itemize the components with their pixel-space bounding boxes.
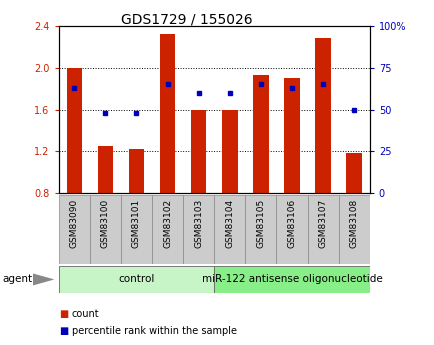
Bar bbox=[315, 38, 330, 193]
Bar bbox=[345, 154, 361, 193]
Bar bbox=[338, 195, 369, 264]
Bar bbox=[253, 75, 268, 193]
Text: GSM83103: GSM83103 bbox=[194, 198, 203, 248]
Bar bbox=[221, 109, 237, 193]
Bar bbox=[214, 266, 369, 293]
Text: GSM83102: GSM83102 bbox=[163, 198, 172, 247]
Bar bbox=[307, 195, 338, 264]
Bar bbox=[128, 149, 144, 193]
Text: GSM83101: GSM83101 bbox=[132, 198, 141, 248]
Text: GSM83108: GSM83108 bbox=[349, 198, 358, 248]
Bar bbox=[245, 195, 276, 264]
Bar bbox=[276, 195, 307, 264]
Bar bbox=[66, 68, 82, 193]
Text: miR-122 antisense oligonucleotide: miR-122 antisense oligonucleotide bbox=[201, 275, 381, 284]
Text: GSM83104: GSM83104 bbox=[225, 198, 234, 247]
Bar bbox=[283, 78, 299, 193]
Text: agent: agent bbox=[2, 275, 32, 284]
Text: percentile rank within the sample: percentile rank within the sample bbox=[72, 326, 236, 336]
Text: GSM83106: GSM83106 bbox=[287, 198, 296, 248]
Bar bbox=[97, 146, 113, 193]
Bar bbox=[121, 195, 152, 264]
Text: ■: ■ bbox=[59, 309, 68, 319]
Bar bbox=[59, 195, 90, 264]
Bar bbox=[152, 195, 183, 264]
Polygon shape bbox=[33, 273, 54, 286]
Text: GSM83107: GSM83107 bbox=[318, 198, 327, 248]
Text: GDS1729 / 155026: GDS1729 / 155026 bbox=[121, 12, 252, 26]
Text: GSM83105: GSM83105 bbox=[256, 198, 265, 248]
Text: GSM83090: GSM83090 bbox=[69, 198, 79, 248]
Text: count: count bbox=[72, 309, 99, 319]
Bar bbox=[214, 195, 245, 264]
Bar bbox=[159, 34, 175, 193]
Bar bbox=[191, 109, 206, 193]
Bar bbox=[183, 195, 214, 264]
Text: GSM83100: GSM83100 bbox=[101, 198, 110, 248]
Bar bbox=[90, 195, 121, 264]
Text: control: control bbox=[118, 275, 155, 284]
Text: ■: ■ bbox=[59, 326, 68, 336]
Bar bbox=[59, 266, 214, 293]
